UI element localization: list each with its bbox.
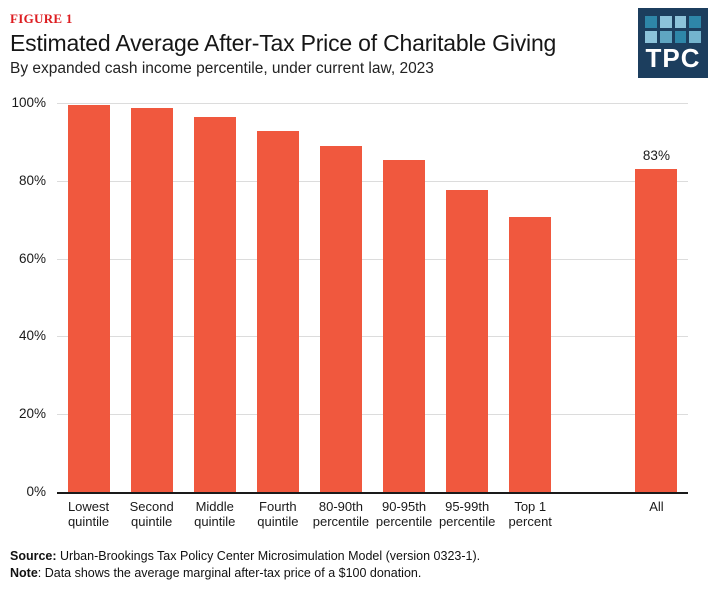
y-axis-tick-label: 40%	[18, 328, 46, 344]
x-axis-tick-label-line: 90-95th	[382, 499, 427, 514]
gridline-100	[57, 103, 688, 104]
bar-lowest-quintile	[67, 104, 110, 492]
x-axis-tick-label: Middle quintile	[177, 499, 252, 529]
bar-chart: 83% 0% 20% 40% 60% 80% 100% Lowest quintile Seco…	[0, 95, 719, 540]
gridline-20	[57, 414, 688, 416]
bar-95-99th-percentile	[446, 189, 489, 492]
logo-square-icon	[645, 31, 657, 43]
x-axis-tick-label: 95-99th percentile	[430, 499, 505, 529]
x-axis-tick-label: Lowest quintile	[51, 499, 126, 529]
bar-top-1-percent	[509, 216, 552, 492]
gridline-60	[57, 258, 688, 260]
bar-all	[635, 169, 678, 492]
bar-data-label: 83%	[642, 148, 670, 164]
tpc-logo-text: TPC	[645, 43, 701, 73]
x-axis-tick-label-line: quintile	[257, 514, 299, 529]
x-axis-tick-label-line: percentile	[375, 514, 433, 529]
gridline-40	[57, 336, 688, 338]
x-axis-tick-label-line: percentile	[312, 514, 370, 529]
logo-square-icon	[689, 16, 701, 28]
x-axis-tick-label-line: percent	[508, 514, 552, 529]
footnotes: Source: Urban-Brookings Tax Policy Cente…	[10, 548, 480, 582]
note-label: Note	[10, 566, 38, 580]
logo-square-icon	[674, 16, 687, 28]
x-axis-tick-label-line: quintile	[131, 514, 173, 529]
plot-area: 83%	[57, 103, 688, 494]
logo-square-icon	[674, 31, 687, 43]
y-axis-tick-label: 20%	[18, 406, 46, 422]
x-axis-tick-label-line: Top 1	[514, 499, 547, 514]
logo-square-icon	[689, 31, 701, 43]
logo-square-icon	[659, 31, 672, 43]
tpc-logo: TPC	[638, 8, 708, 78]
x-axis-tick-label-line: quintile	[194, 514, 236, 529]
page-subtitle: By expanded cash income percentile, unde…	[10, 60, 434, 77]
x-axis-tick-label-line: percentile	[438, 514, 496, 529]
logo-square-icon	[645, 16, 657, 28]
x-axis-tick-label: Second quintile	[114, 499, 189, 529]
source-line: Source: Urban-Brookings Tax Policy Cente…	[10, 548, 480, 565]
bar-90-95th-percentile	[383, 159, 426, 492]
x-axis-tick-label: All	[619, 499, 694, 514]
x-axis-tick-label-line: 80-90th	[318, 499, 363, 514]
source-label: Source:	[10, 549, 57, 563]
y-axis-tick-label: 80%	[18, 172, 46, 188]
x-axis-tick-label-line: Second	[129, 499, 174, 514]
x-axis-tick-label-line: 95-99th	[445, 499, 490, 514]
x-axis-tick-label-line: All	[649, 499, 664, 514]
bar-second-quintile	[130, 108, 173, 492]
x-axis-tick-label-line: quintile	[67, 514, 110, 529]
x-axis-tick-label: 80-90th percentile	[303, 499, 378, 529]
page-title: Estimated Average After-Tax Price of Cha…	[10, 30, 557, 56]
bar-middle-quintile	[193, 117, 236, 492]
tpc-logo-grid-icon	[645, 16, 701, 43]
bar-80-90th-percentile	[319, 146, 362, 492]
figure-label: FIGURE 1	[10, 11, 73, 26]
source-text: Urban-Brookings Tax Policy Center Micros…	[56, 549, 481, 563]
note-text: : Data shows the average marginal after-…	[37, 566, 422, 580]
x-axis-tick-label-line: Middle	[195, 499, 234, 514]
note-line: Note: Data shows the average marginal af…	[10, 565, 480, 582]
logo-square-icon	[659, 16, 672, 28]
x-axis-tick-label-line: Fourth	[259, 499, 297, 514]
x-axis-tick-label: Top 1 percent	[493, 499, 568, 529]
gridline-80	[57, 180, 688, 182]
bar-fourth-quintile	[256, 130, 299, 492]
y-axis-tick-label: 100%	[11, 95, 46, 110]
x-axis-tick-label: Fourth quintile	[240, 499, 315, 529]
y-axis-tick-label: 0%	[26, 484, 46, 499]
x-axis-tick-label-line: Lowest	[67, 499, 110, 514]
x-axis-tick-label: 90-95th percentile	[367, 499, 442, 529]
y-axis-tick-label: 60%	[18, 250, 46, 266]
